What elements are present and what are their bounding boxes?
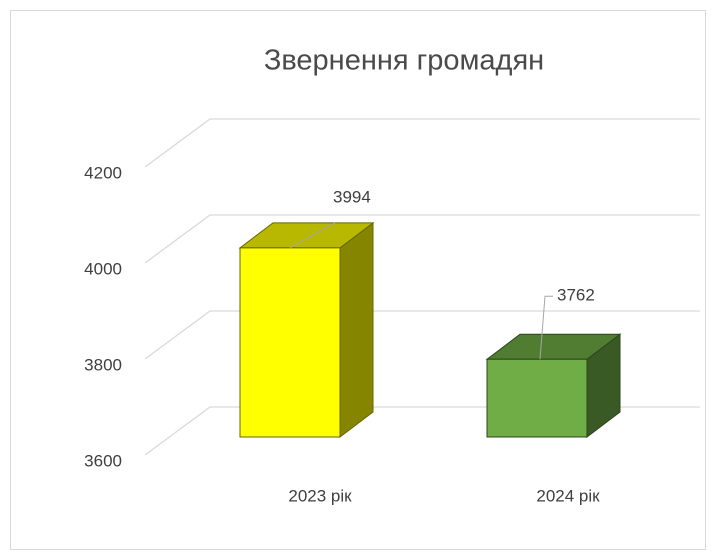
- y-tick-label: 4200: [84, 163, 122, 182]
- leader-line: [539, 295, 553, 360]
- grid-line: [144, 118, 700, 168]
- bar: [239, 247, 341, 438]
- y-tick-label: 3800: [84, 355, 122, 374]
- leader-line: [289, 222, 336, 249]
- x-tick-label: 2024 рік: [536, 486, 600, 505]
- y-tick-label: 4000: [84, 259, 122, 278]
- grid-line: [144, 310, 700, 360]
- grid-line: [144, 214, 700, 264]
- chart-title: Звернення громадян: [264, 45, 544, 77]
- data-label: 3762: [557, 286, 595, 305]
- bar: [486, 358, 588, 438]
- bar-side: [339, 221, 374, 439]
- data-label: 3994: [333, 187, 371, 206]
- y-tick-label: 3600: [84, 451, 122, 470]
- x-tick-label: 2023 рік: [288, 486, 352, 505]
